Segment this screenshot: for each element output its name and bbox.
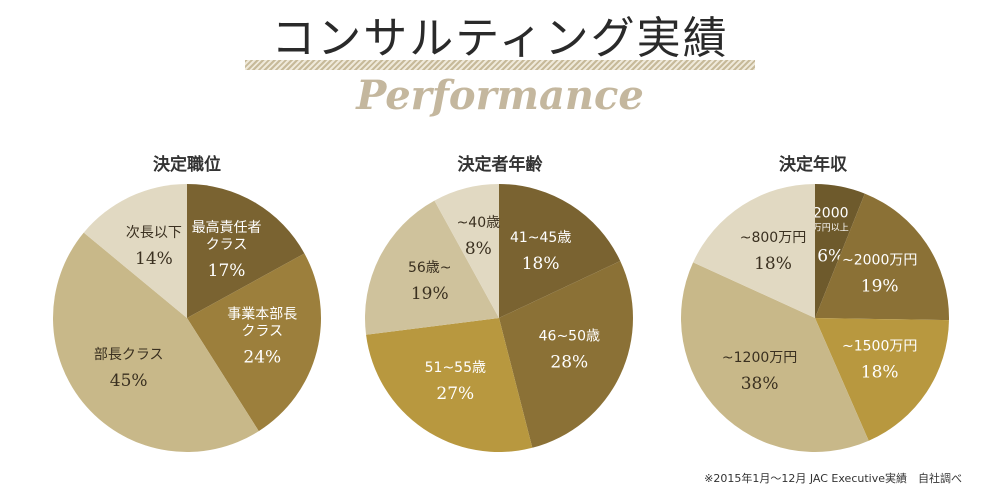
slice-value: 19% (861, 276, 899, 296)
pie-slice (815, 184, 865, 318)
pie-slice (434, 184, 499, 318)
pie-slice (365, 200, 499, 335)
slice-value: 8% (465, 239, 492, 259)
slice-label: 2000 (813, 205, 849, 221)
pie-slice (499, 184, 621, 318)
slice-value: 28% (550, 353, 588, 373)
slice-label: 46~50歳 (539, 329, 600, 345)
pie-slice (187, 253, 321, 432)
pie-chart-age: 41~45歳 18% 46~50歳 28% 51~55歳 27% 56歳~ 19% ~40歳 8% (365, 184, 633, 452)
pie-slice (681, 262, 869, 452)
pie-slice (366, 318, 533, 452)
slice-value: 19% (411, 284, 449, 304)
slice-label: ~800万円 (740, 230, 806, 246)
slice-label: クラス (206, 237, 248, 253)
page-title: コンサルティング実績 (271, 13, 729, 64)
pie-slice (815, 318, 949, 441)
slice-label: ~40歳 (457, 215, 501, 231)
slice-value: 6% (817, 246, 844, 266)
slice-value: 18% (754, 254, 792, 274)
slice-value: 38% (741, 374, 779, 394)
slice-value: 14% (135, 249, 173, 269)
pie-slice (52, 232, 259, 452)
slice-value: 18% (861, 363, 899, 383)
slice-label: クラス (241, 323, 283, 339)
slice-value: 24% (243, 347, 281, 367)
slice-label: ~2000万円 (842, 252, 917, 268)
page-subtitle: Performance (356, 72, 644, 119)
slice-value: 17% (208, 261, 246, 281)
slice-label: 事業本部長 (227, 306, 297, 322)
chart-title-age: 決定者年齢 (457, 155, 543, 175)
slice-value: 45% (110, 371, 148, 391)
slice-value: 18% (522, 254, 560, 274)
slice-label: 最高責任者 (192, 219, 262, 236)
pie-slice (187, 184, 305, 318)
title-divider (245, 60, 755, 70)
slice-label: ~1500万円 (842, 339, 917, 355)
slice-label: 56歳~ (408, 260, 452, 276)
slice-label: 部長クラス (94, 347, 164, 363)
pie-slice (499, 260, 633, 448)
slice-value: 27% (436, 384, 474, 404)
pie-slice (815, 193, 949, 321)
pie-slice (693, 184, 815, 318)
slice-label: 次長以下 (126, 225, 182, 241)
slice-label: 万円以上 (813, 222, 849, 233)
slice-label: ~1200万円 (722, 350, 797, 366)
slice-label: 51~55歳 (425, 360, 486, 376)
slice-label: 41~45歳 (510, 230, 571, 246)
chart-title-position: 決定職位 (153, 155, 221, 175)
footnote: ※2015年1月～12月 JAC Executive実績 自社調べ (704, 472, 962, 485)
chart-title-income: 決定年収 (779, 155, 847, 175)
pie-slice (83, 184, 187, 318)
